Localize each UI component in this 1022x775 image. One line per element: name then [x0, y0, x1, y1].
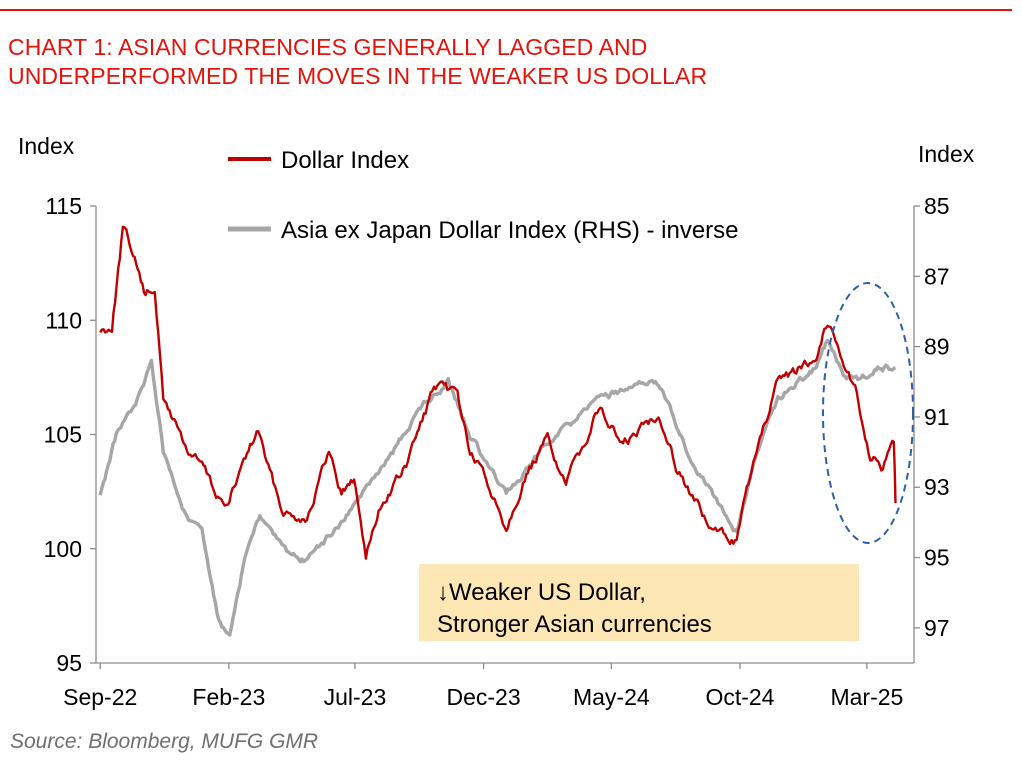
highlight-ellipse	[822, 282, 914, 544]
legend: Dollar Index Asia ex Japan Dollar Index …	[228, 147, 739, 244]
annotation-line-2: Stronger Asian currencies	[437, 611, 712, 638]
x-tick-label: Feb-23	[192, 684, 265, 710]
left-axis-title: Index	[18, 133, 75, 159]
right-tick-label: 85	[924, 193, 950, 219]
right-tick-label: 87	[924, 263, 950, 289]
left-tick-label: 105	[44, 422, 82, 448]
left-tick-label: 115	[45, 193, 82, 219]
chart-title: CHART 1: ASIAN CURRENCIES GENERALLY LAGG…	[8, 33, 908, 91]
right-tick-label: 97	[924, 615, 950, 641]
annotation-line-1: ↓Weaker US Dollar,	[437, 579, 646, 606]
series-asia-line	[98, 338, 897, 637]
right-axis-ticks: 85 87 89 91 93 95 97	[914, 193, 950, 641]
top-rule	[0, 9, 1012, 11]
right-axis-title: Index	[918, 141, 975, 167]
right-tick-label: 95	[924, 545, 950, 571]
source-note: Source: Bloomberg, MUFG GMR	[10, 730, 319, 753]
right-tick-label: 93	[924, 474, 950, 500]
x-tick-label: Oct-24	[705, 684, 774, 710]
x-tick-label: Sep-22	[63, 684, 137, 710]
left-axis-ticks: 95 100 105 110 115	[44, 193, 96, 676]
x-tick-label: Jul-23	[324, 684, 387, 710]
title-line-2: UNDERPERFORMED THE MOVES IN THE WEAKER U…	[8, 63, 708, 89]
left-tick-label: 95	[56, 650, 82, 676]
legend-label-asia: Asia ex Japan Dollar Index (RHS) - inver…	[281, 217, 739, 244]
x-tick-label: Mar-25	[830, 684, 903, 710]
right-tick-label: 91	[924, 404, 950, 430]
right-tick-label: 89	[924, 334, 950, 360]
title-line-1: CHART 1: ASIAN CURRENCIES GENERALLY LAGG…	[8, 34, 648, 60]
left-tick-label: 110	[45, 307, 82, 333]
x-axis-ticks: Sep-22 Feb-23 Jul-23 Dec-23 May-24 Oct-24 Mar-…	[63, 663, 903, 710]
annotation-box	[419, 564, 859, 641]
x-tick-label: May-24	[573, 684, 650, 710]
series-dollar-line	[99, 225, 897, 560]
x-tick-label: Dec-23	[446, 684, 520, 710]
legend-label-dollar: Dollar Index	[281, 147, 409, 174]
left-tick-label: 100	[44, 536, 82, 562]
